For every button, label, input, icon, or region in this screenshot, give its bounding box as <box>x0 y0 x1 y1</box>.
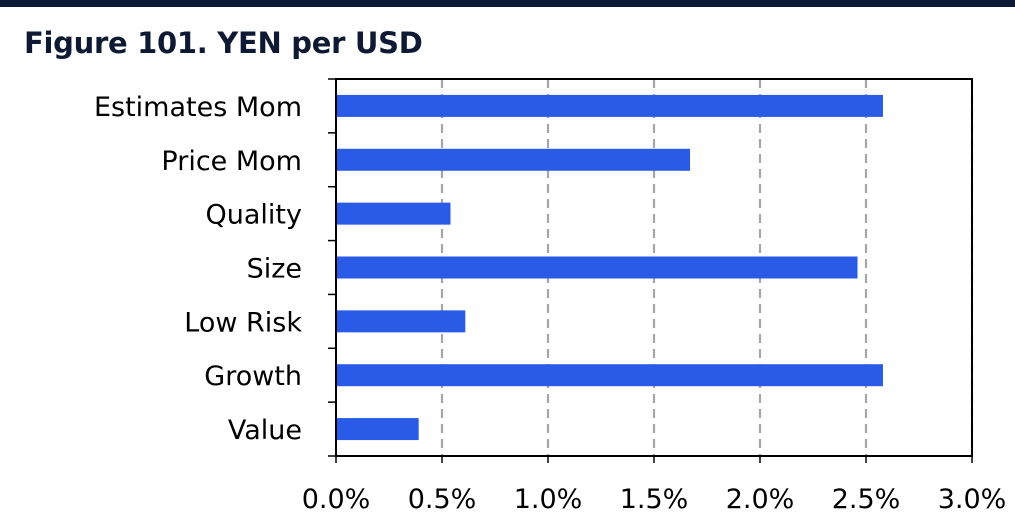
bar <box>336 94 883 117</box>
bar <box>336 202 451 225</box>
bar <box>336 148 691 171</box>
category-label: Low Risk <box>184 307 302 338</box>
bar <box>336 310 466 333</box>
header-bar <box>0 0 1015 7</box>
axes <box>328 78 973 463</box>
category-label: Price Mom <box>161 146 302 177</box>
category-label: Value <box>228 415 302 446</box>
x-tick-label: 2.0% <box>726 484 795 515</box>
bar <box>336 256 858 279</box>
figure-title: Figure 101. YEN per USD <box>24 26 423 60</box>
x-tick-label: 1.5% <box>620 484 689 515</box>
category-label: Growth <box>204 361 302 392</box>
bar <box>336 364 883 387</box>
tick-labels: 0.0% 0.5% 1.0% 1.5% 2.0% 2.5% 3.0% <box>302 484 1007 515</box>
category-label: Quality <box>206 200 302 231</box>
bar <box>336 418 419 441</box>
x-tick-label: 0.0% <box>302 484 371 515</box>
x-tick-label: 2.5% <box>832 484 901 515</box>
bars <box>336 94 883 441</box>
x-tick-label: 0.5% <box>408 484 477 515</box>
category-label: Size <box>247 254 302 285</box>
x-tick-label: 3.0% <box>938 484 1007 515</box>
category-label: Estimates Mom <box>94 92 302 123</box>
category-labels: Estimates Mom Price Mom Quality Size Low Ris… <box>94 92 302 446</box>
x-tick-label: 1.0% <box>514 484 583 515</box>
